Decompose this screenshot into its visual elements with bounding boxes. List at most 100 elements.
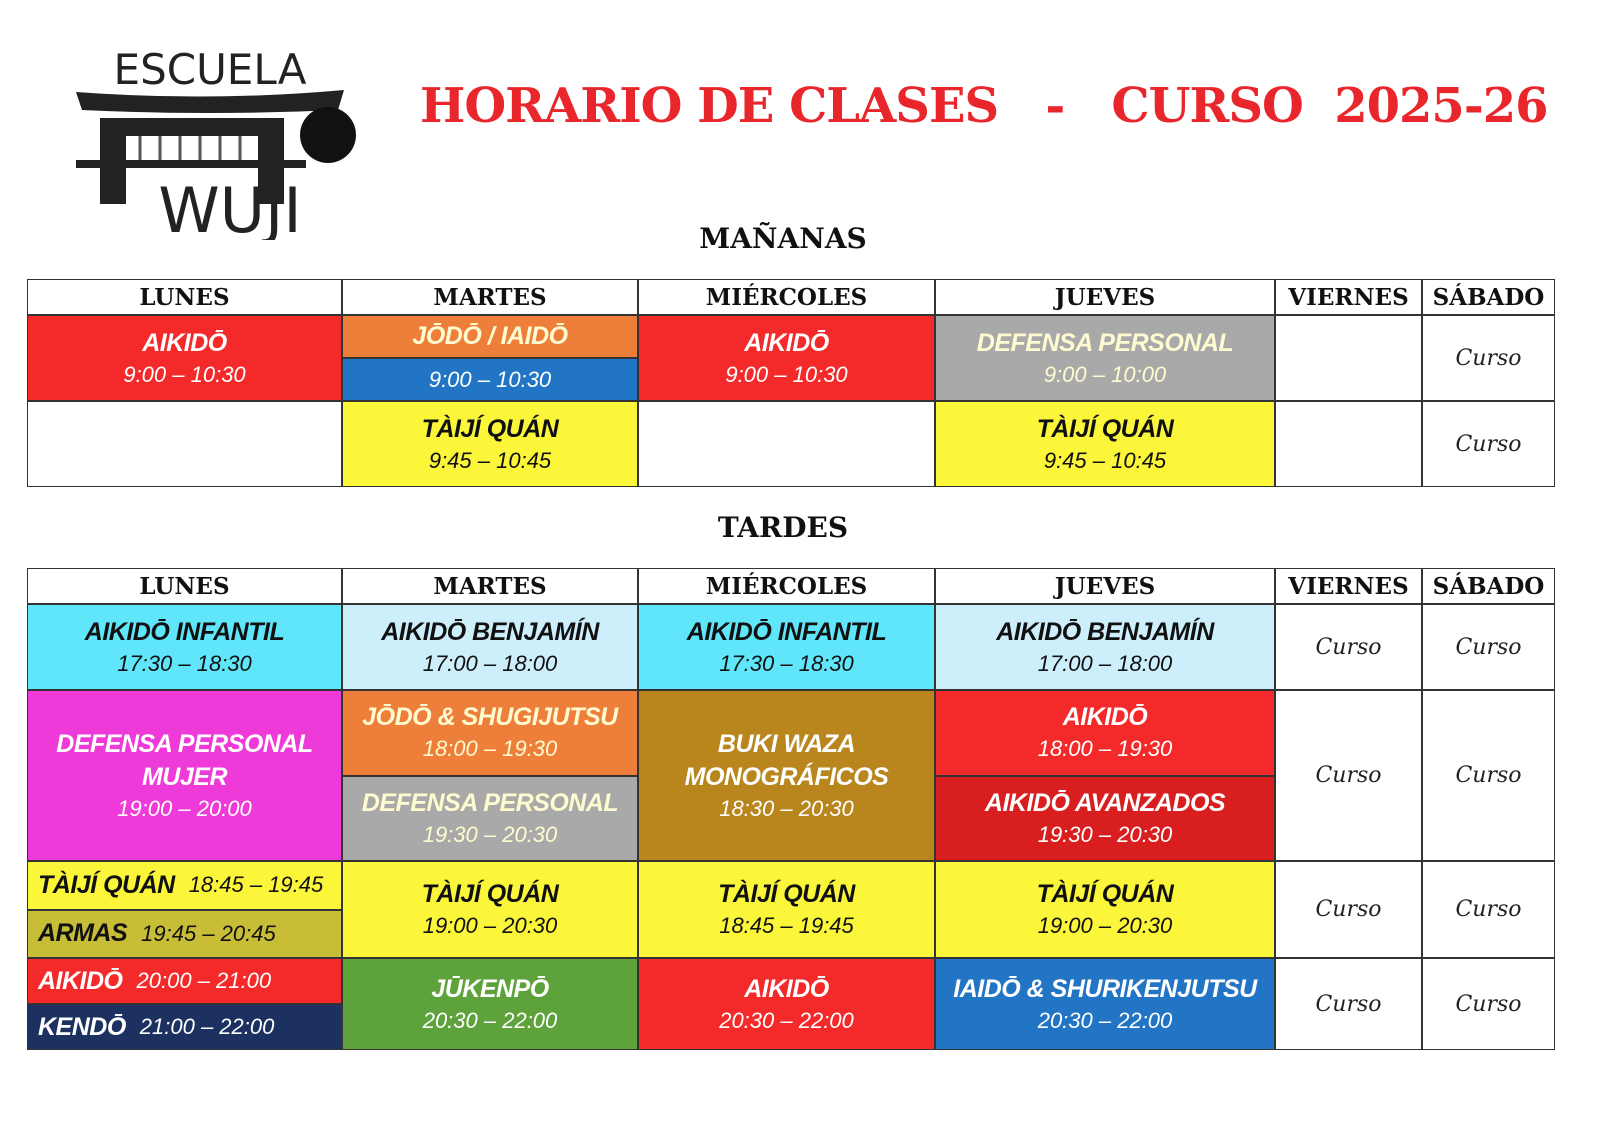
class-time: 9:00 – 10:30	[123, 361, 246, 387]
day-header: LUNES	[27, 279, 342, 315]
class-time: 19:00 – 20:30	[1037, 913, 1173, 938]
day-header: MIÉRCOLES	[638, 279, 935, 315]
class-time: 17:00 – 18:00	[1037, 650, 1173, 676]
class-name: AIKIDŌ	[744, 974, 829, 1003]
logo-bottom: WUJI	[158, 174, 301, 240]
class-name: TÀIJÍ QUÁN	[1036, 414, 1174, 443]
class-block: IAIDŌ & SHURIKENJUTSU 20:30 – 22:00	[935, 958, 1275, 1050]
class-block: AIKIDŌ BENJAMÍN 17:00 – 18:00	[935, 604, 1275, 690]
class-time: 9:00 – 10:30	[725, 361, 848, 387]
curso-label: Curso	[1455, 991, 1522, 1017]
class-block: ARMAS 19:45 – 20:45	[27, 909, 342, 958]
class-time: 17:00 – 18:00	[422, 650, 558, 676]
class-time: 19:00 – 20:00	[117, 795, 252, 821]
class-time: 19:00 – 20:30	[422, 913, 558, 938]
class-time: 18:30 – 20:30	[719, 795, 854, 821]
class-time: 17:30 – 18:30	[117, 650, 252, 676]
class-block: Curso	[1422, 604, 1555, 690]
class-block: DEFENSA PERSONAL 19:30 – 20:30	[342, 775, 638, 861]
class-name: AIKIDŌ	[1062, 703, 1148, 732]
curso-label: Curso	[1455, 634, 1522, 660]
class-block: Curso	[1422, 690, 1555, 861]
class-block: DEFENSA PERSONAL 9:00 – 10:00	[935, 315, 1275, 401]
class-block: Curso	[1275, 690, 1422, 861]
class-name: IAIDŌ & SHURIKENJUTSU	[953, 974, 1257, 1003]
class-time: 20:30 – 22:00	[1037, 1007, 1173, 1033]
day-header: MARTES	[342, 568, 638, 604]
class-time: 21:00 – 22:00	[139, 1014, 275, 1039]
class-name: AIKIDŌ AVANZADOS	[984, 788, 1226, 817]
class-time: 9:45 – 10:45	[428, 447, 552, 473]
class-block: TÀIJÍ QUÁN 18:45 – 19:45	[27, 861, 342, 910]
section-heading: MAÑANAS	[699, 222, 867, 255]
class-time: 19:30 – 20:30	[422, 821, 558, 847]
class-name: AIKIDŌ INFANTIL	[686, 617, 887, 646]
class-time: 19:30 – 20:30	[1037, 821, 1173, 847]
day-header: MIÉRCOLES	[638, 568, 935, 604]
class-block: Curso	[1422, 861, 1555, 958]
curso-label: Curso	[1315, 991, 1382, 1017]
section-heading: TARDES	[717, 511, 849, 544]
class-time: 18:00 – 19:30	[1037, 736, 1173, 762]
day-header: JUEVES	[935, 279, 1275, 315]
curso-label: Curso	[1455, 897, 1522, 922]
class-name: BUKI WAZA	[717, 729, 856, 758]
class-name: TÀIJÍ QUÁN	[1036, 880, 1174, 908]
class-name: AIKIDŌ	[142, 328, 227, 357]
class-block: AIKIDŌ BENJAMÍN 17:00 – 18:00	[342, 604, 638, 690]
logo-circle	[300, 107, 356, 163]
class-block: DEFENSA PERSONAL MUJER 19:00 – 20:00	[27, 690, 342, 861]
class-name: ARMAS	[38, 919, 128, 948]
class-block: AIKIDŌ INFANTIL 17:30 – 18:30	[27, 604, 342, 690]
class-block: JŌDŌ & SHUGIJUTSU 18:00 – 19:30	[342, 690, 638, 776]
empty-cell	[638, 401, 935, 487]
class-name: AIKIDŌ BENJAMÍN	[381, 617, 599, 646]
day-header: LUNES	[27, 568, 342, 604]
empty-cell	[1275, 401, 1422, 487]
class-time: 18:00 – 19:30	[422, 736, 558, 762]
class-name: AIKIDŌ	[744, 328, 829, 357]
class-name: JŌDŌ / IAIDŌ	[412, 322, 568, 350]
class-block: 9:00 – 10:30	[342, 358, 638, 401]
class-block: AIKIDŌ AVANZADOS 19:30 – 20:30	[935, 775, 1275, 861]
class-name: TÀIJÍ QUÁN	[421, 414, 559, 443]
page-title: HORARIO DE CLASES - CURSO 2025-26	[420, 78, 1549, 134]
class-block: AIKIDŌ 20:00 – 21:00	[27, 958, 342, 1004]
class-name: AIKIDŌ INFANTIL	[84, 617, 285, 646]
class-block: JŌDŌ / IAIDŌ	[342, 315, 638, 358]
class-block: Curso	[1275, 604, 1422, 690]
class-block: Curso	[1275, 861, 1422, 958]
class-time: 9:00 – 10:30	[428, 366, 552, 392]
day-header: SÁBADO	[1422, 568, 1555, 604]
day-header: JUEVES	[935, 568, 1275, 604]
empty-cell	[1275, 315, 1422, 401]
curso-label: Curso	[1315, 763, 1382, 788]
class-time: 20:30 – 22:00	[719, 1007, 854, 1033]
logo: ESCUELA WUJI	[76, 45, 356, 240]
curso-label: Curso	[1315, 634, 1382, 660]
class-name: JŪKENPŌ	[431, 974, 549, 1003]
class-block: AIKIDŌ 9:00 – 10:30	[27, 315, 342, 401]
curso-label: Curso	[1455, 345, 1522, 371]
class-name: MUJER	[141, 762, 228, 791]
class-block: AIKIDŌ 18:00 – 19:30	[935, 690, 1275, 776]
class-block: Curso	[1422, 401, 1555, 487]
class-time: 9:45 – 10:45	[1043, 447, 1167, 473]
class-time: 17:30 – 18:30	[719, 650, 854, 676]
class-block: KENDŌ 21:00 – 22:00	[27, 1004, 342, 1050]
class-block: TÀIJÍ QUÁN 9:45 – 10:45	[935, 401, 1275, 487]
class-block: JŪKENPŌ 20:30 – 22:00	[342, 958, 638, 1050]
class-name: AIKIDŌ BENJAMÍN	[996, 617, 1214, 646]
class-name: MONOGRÁFICOS	[684, 762, 889, 791]
curso-label: Curso	[1455, 763, 1522, 788]
class-name: TÀIJÍ QUÁN	[718, 880, 855, 908]
curso-label: Curso	[1315, 897, 1382, 922]
class-name: AIKIDŌ	[38, 966, 123, 995]
torii-lintel	[100, 118, 280, 136]
class-block: AIKIDŌ INFANTIL 17:30 – 18:30	[638, 604, 935, 690]
class-time: 19:45 – 20:45	[141, 920, 276, 946]
class-block: AIKIDŌ 20:30 – 22:00	[638, 958, 935, 1050]
class-block: TÀIJÍ QUÁN 9:45 – 10:45	[342, 401, 638, 487]
class-block: AIKIDŌ 9:00 – 10:30	[638, 315, 935, 401]
